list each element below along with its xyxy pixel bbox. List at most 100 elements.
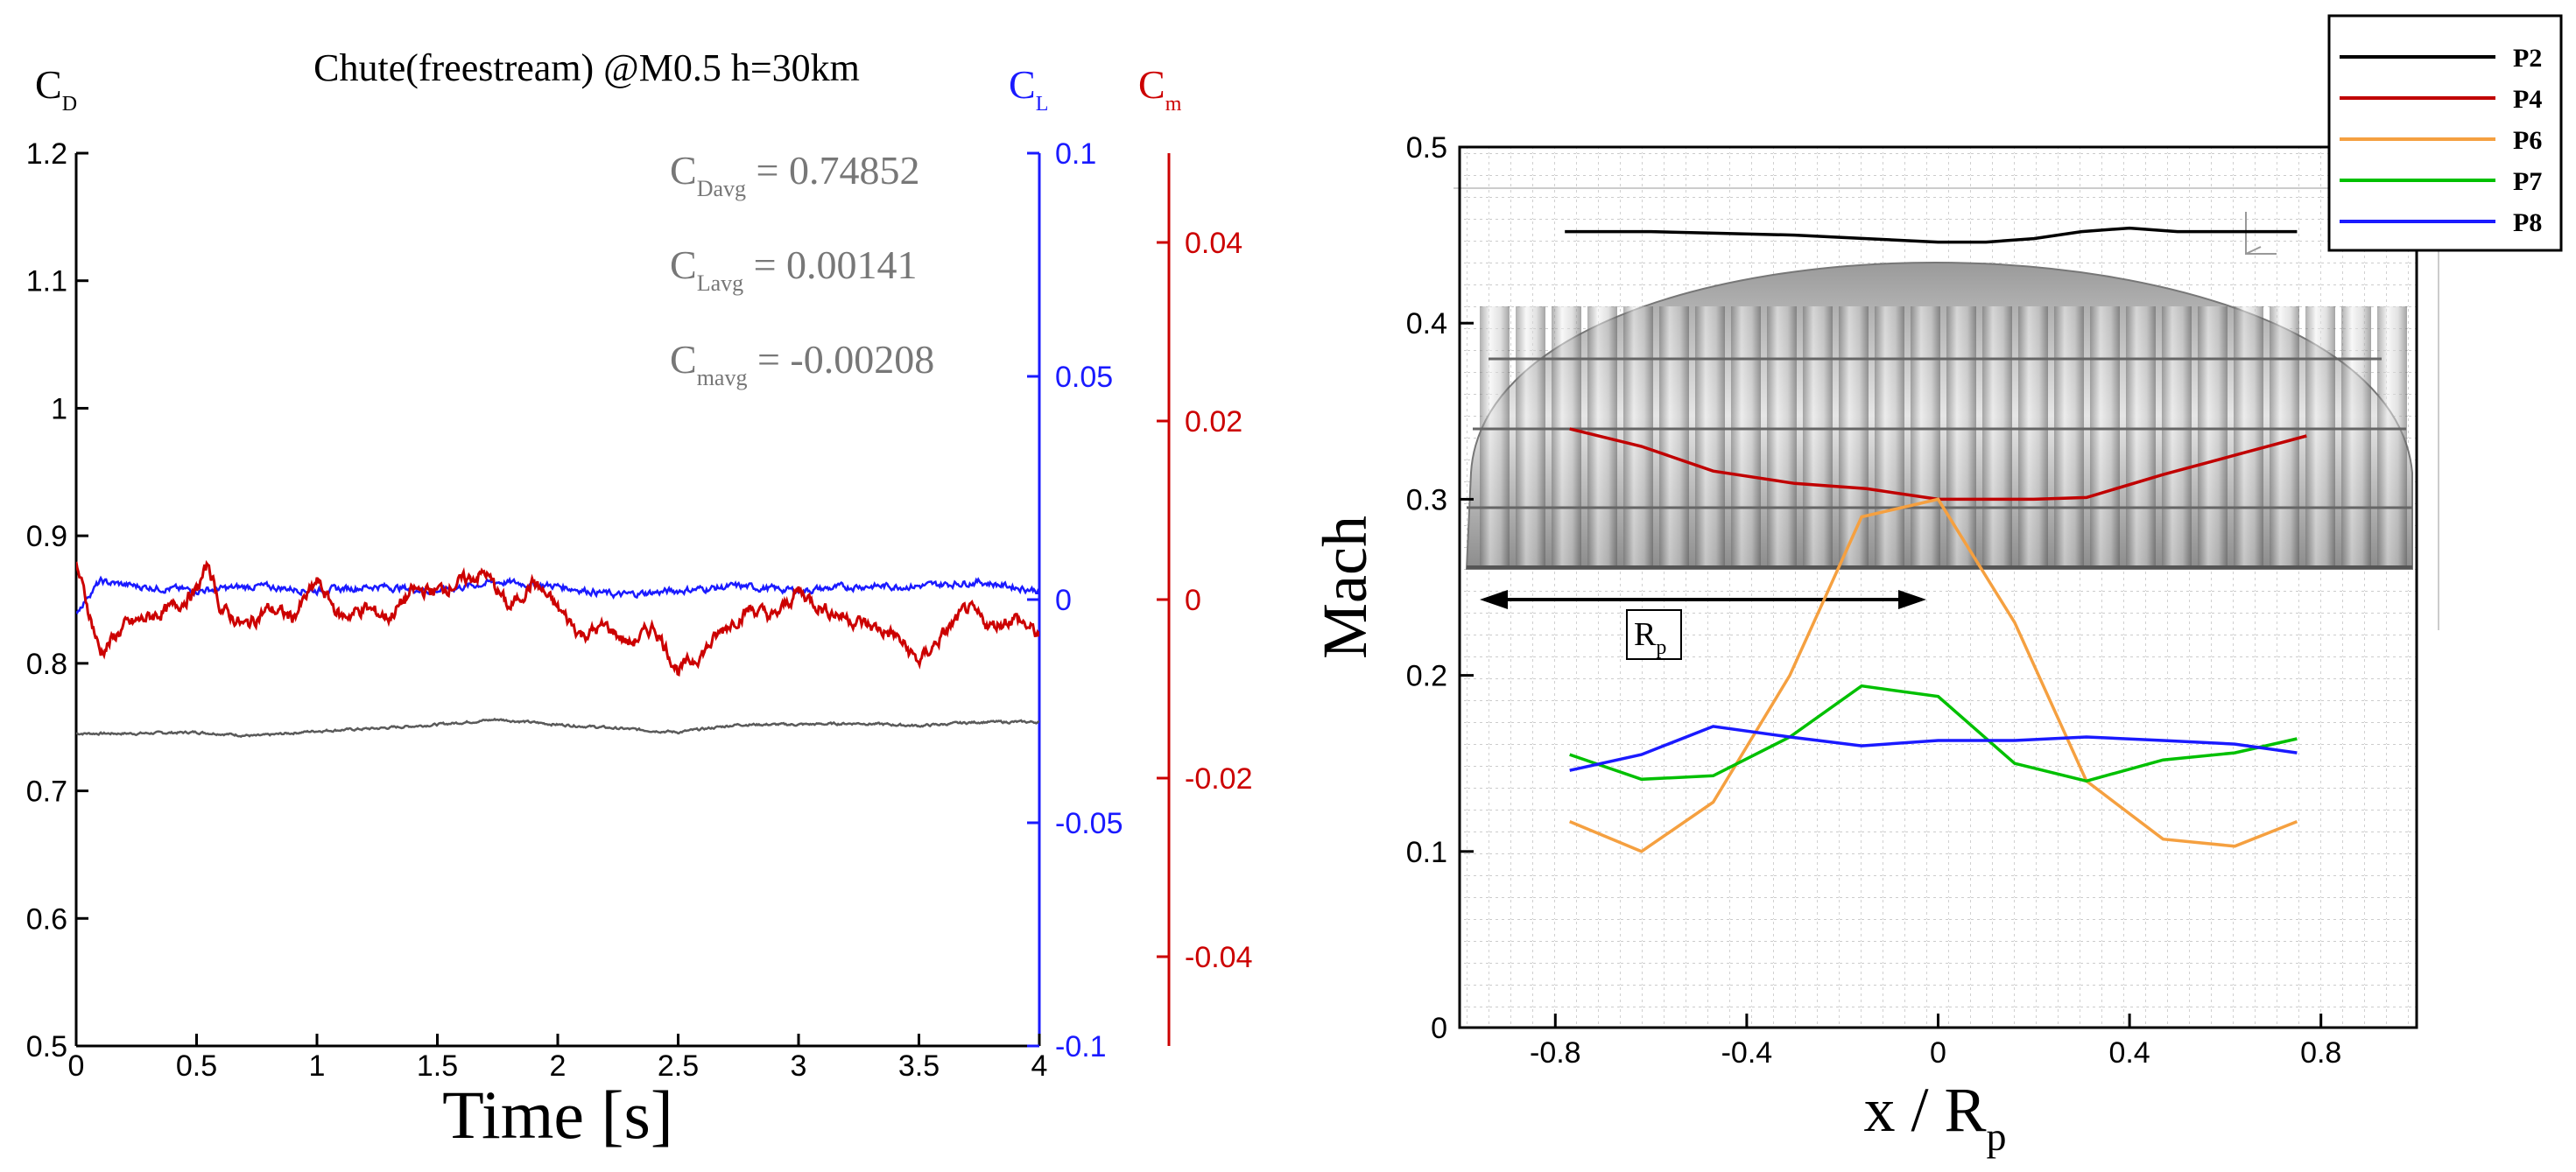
cl-label-sub: L [1036,93,1049,116]
mach-x-tick-label: -0.8 [1530,1036,1581,1070]
mach-y-tick-label: 0.2 [1406,660,1447,693]
x-tick-label: 1.5 [417,1049,458,1083]
x-tick-label: 4 [1031,1049,1048,1083]
rp-label-box [1626,609,1682,660]
mach-chart-ticks: -0.8 -0.4 0 0.4 0.8 0 0.1 0.2 0.3 0.4 0.5 [1406,131,2342,1070]
x-tick-label: 3 [791,1049,807,1083]
cm-label-sub: m [1165,93,1182,116]
x-tick-label: 0 [68,1049,85,1083]
cm-label-main: C [1138,62,1165,107]
cl-average-text: CLavg = 0.00141 [670,242,918,296]
mach-y-tick-label: 0.3 [1406,483,1447,516]
cl-tick-label: 0.05 [1055,361,1113,394]
canopy-gores [1480,306,2407,567]
rp-scale-arrow: Rp [1480,590,1926,660]
canopy-gore [1803,306,1833,567]
canopy-gore [1552,306,1581,567]
cd-tick-label: 0.8 [26,648,67,681]
mach-x-tick-label: 0.8 [2300,1036,2341,1070]
cm-tick-label: 0.02 [1185,405,1242,439]
legend-label-p4: P4 [2513,85,2542,114]
legend-box [2327,14,2563,252]
cd-average-main: C [670,148,697,193]
averages-annotation: CDavg = 0.74852 CLavg = 0.00141 Cmavg = … [670,148,934,390]
x-tick-label: 2 [550,1049,567,1083]
mach-x-title-main: x / R [1863,1075,1986,1145]
rp-arrow-head-left [1480,590,1508,609]
cm-tick-label: 0.04 [1185,227,1242,260]
left-chart-series [76,559,1039,739]
rp-label-sub: p [1656,636,1666,659]
parachute-canopy-image [1453,187,2439,630]
canopy-gore [2341,306,2371,567]
cl-series-line [76,575,1039,615]
cd-average-text: CDavg = 0.74852 [670,148,919,201]
cd-average-value: = 0.74852 [746,148,919,193]
cm-series-line [76,559,1039,677]
rp-label: Rp [1634,616,1666,659]
canopy-gore [1946,306,1976,567]
mach-legend: P2 P4 P6 P7 P8 [2327,14,2563,252]
cd-tick-label: 1 [51,392,67,425]
series-line-p2 [1565,226,2298,244]
legend-items: P2 P4 P6 P7 P8 [2340,44,2542,237]
cd-label-sub: D [62,93,77,116]
mach-x-tick-label: 0.4 [2108,1036,2150,1070]
canopy-gore [1911,306,1940,567]
left-x-axis-title: Time [s] [442,1077,673,1153]
canopy-gore [2162,306,2192,567]
cd-tick-label: 0.5 [26,1030,67,1063]
x-tick-label: 0.5 [176,1049,217,1083]
legend-label-p8: P8 [2513,208,2542,237]
canopy-gore [1767,306,1797,567]
mach-y-tick-label: 0 [1431,1012,1447,1045]
cd-tick-label: 0.9 [26,520,67,553]
mach-y-tick-label: 0.4 [1406,307,1447,340]
time-history-chart: Chute(freestream) @M0.5 h=30km CD CL Cm … [26,46,1253,1153]
cd-tick-label: 0.6 [26,902,67,936]
mach-chart-series [1565,226,2307,853]
cm-tick-label: -0.04 [1185,941,1253,974]
x-tick-label: 2.5 [658,1049,699,1083]
cd-series-line [76,717,1039,739]
canopy-gore [1623,306,1653,567]
legend-label-p6: P6 [2513,126,2542,155]
cm-axis-label: Cm [1138,62,1182,116]
mach-x-title-sub: p [1987,1114,2007,1159]
cd-label-main: C [35,62,62,107]
cl-average-value: = 0.00141 [743,242,917,287]
canopy-gore [1480,306,1510,567]
cm-average-text: Cmavg = -0.00208 [670,337,934,390]
cl-tick-label: 0 [1055,584,1072,617]
x-tick-label: 1 [309,1049,326,1083]
axis-triad-icon [2245,212,2277,255]
mach-profile-chart: Rp -0.8 -0.4 0 0.4 0.800.10.20.30.40.5 Mach … [1310,14,2563,1159]
canopy-gore [1659,306,1689,567]
canopy-gore [2377,306,2407,567]
cd-tick-label: 1.2 [26,137,67,171]
left-chart-title: Chute(freestream) @M0.5 h=30km [313,46,860,89]
canopy-gore [1516,306,1545,567]
cl-label-main: C [1009,62,1036,107]
cl-average-sub: Lavg [697,270,743,296]
rp-label-main: R [1634,616,1657,653]
canopy-gore [1875,306,1904,567]
left-chart-ticks: 0 0.5 1 1.5 2 2.5 3 3.5 40.50.60.70.80.911.11.2-… [26,137,1253,1083]
cm-average-value: = -0.00208 [747,337,934,382]
cl-axis-label: CL [1009,62,1048,116]
cm-average-main: C [670,337,697,382]
cd-tick-label: 1.1 [26,265,67,298]
legend-label-p2: P2 [2513,44,2542,73]
cd-average-sub: Davg [697,176,746,201]
mach-x-tick-label: 0 [1930,1036,1946,1070]
mach-x-axis-title: x / Rp [1863,1075,2006,1159]
mach-y-axis-title: Mach [1310,516,1380,659]
cm-tick-label: -0.02 [1185,762,1253,796]
rp-arrow-head-right [1898,590,1926,609]
mach-y-tick-label: 0.5 [1406,131,1447,165]
canopy-gore [2198,306,2228,567]
cl-average-main: C [670,242,697,287]
canopy-gore [1731,306,1761,567]
canopy-gore [1839,306,1869,567]
